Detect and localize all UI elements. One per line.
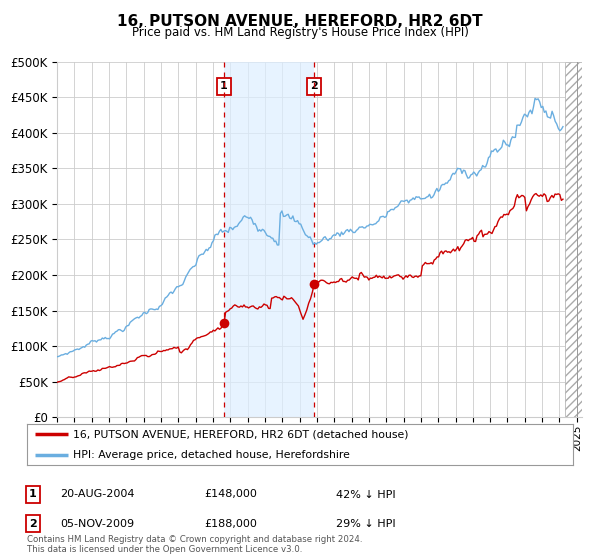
Text: £148,000: £148,000	[204, 489, 257, 500]
Text: HPI: Average price, detached house, Herefordshire: HPI: Average price, detached house, Here…	[73, 450, 350, 460]
Bar	[565, 62, 582, 417]
Text: 16, PUTSON AVENUE, HEREFORD, HR2 6DT: 16, PUTSON AVENUE, HEREFORD, HR2 6DT	[117, 14, 483, 29]
Bar	[224, 62, 314, 417]
Text: Contains HM Land Registry data © Crown copyright and database right 2024.
This d: Contains HM Land Registry data © Crown c…	[27, 535, 362, 554]
Text: 29% ↓ HPI: 29% ↓ HPI	[336, 519, 395, 529]
Text: 20-AUG-2004: 20-AUG-2004	[60, 489, 134, 500]
Text: Price paid vs. HM Land Registry's House Price Index (HPI): Price paid vs. HM Land Registry's House …	[131, 26, 469, 39]
Text: £188,000: £188,000	[204, 519, 257, 529]
Text: 2: 2	[310, 82, 318, 91]
Text: 2: 2	[29, 519, 37, 529]
Text: 1: 1	[220, 82, 228, 91]
Bar	[565, 62, 582, 417]
Text: 16, PUTSON AVENUE, HEREFORD, HR2 6DT (detached house): 16, PUTSON AVENUE, HEREFORD, HR2 6DT (de…	[73, 429, 409, 439]
Text: 42% ↓ HPI: 42% ↓ HPI	[336, 489, 395, 500]
Text: 05-NOV-2009: 05-NOV-2009	[60, 519, 134, 529]
Text: 1: 1	[29, 489, 37, 500]
